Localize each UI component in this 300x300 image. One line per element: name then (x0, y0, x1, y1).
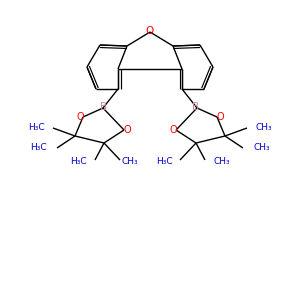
Text: O: O (216, 112, 224, 122)
Text: O: O (169, 125, 177, 135)
Text: H₃C: H₃C (30, 143, 47, 152)
Text: O: O (123, 125, 131, 135)
Text: O: O (76, 112, 84, 122)
Text: B: B (192, 102, 200, 112)
Text: B: B (100, 102, 108, 112)
Text: CH₃: CH₃ (253, 143, 270, 152)
Text: CH₃: CH₃ (255, 122, 272, 131)
Text: O: O (146, 26, 154, 36)
Text: H₃C: H₃C (156, 158, 173, 166)
Text: H₃C: H₃C (70, 158, 87, 166)
Text: CH₃: CH₃ (121, 158, 138, 166)
Text: CH₃: CH₃ (213, 158, 230, 166)
Text: H₃C: H₃C (28, 122, 45, 131)
